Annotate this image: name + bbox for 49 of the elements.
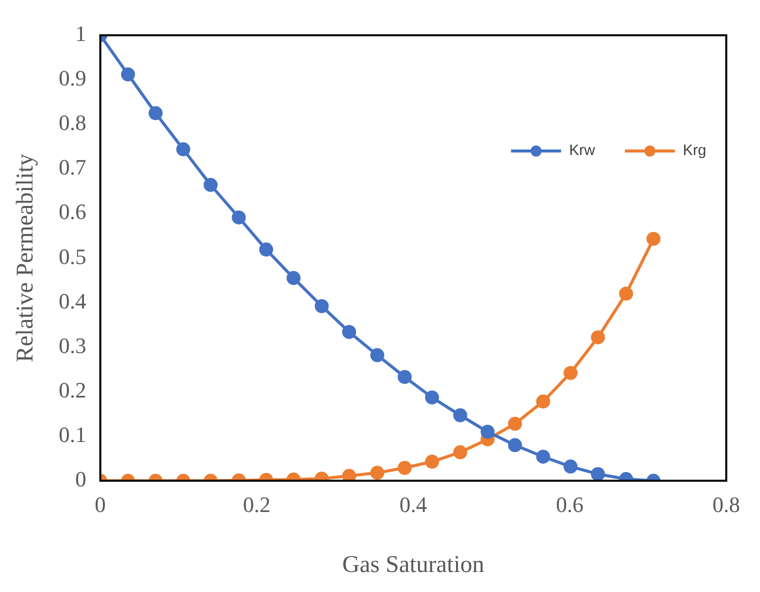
point	[121, 67, 135, 82]
point	[564, 366, 578, 380]
legend-label: Krg	[682, 142, 706, 160]
y-axis-title: Relative Permeability	[12, 154, 39, 362]
point	[204, 178, 218, 192]
y-tick-label: 0.1	[58, 422, 86, 448]
point	[370, 466, 384, 480]
x-axis-title: Gas Saturation	[342, 552, 484, 578]
y-tick-label: 0.3	[58, 332, 86, 358]
point	[314, 299, 329, 314]
point	[425, 454, 440, 469]
point	[370, 348, 384, 362]
y-tick-label: 1	[75, 20, 86, 46]
y-tick-label: 0.6	[58, 199, 86, 224]
y-tick-label: 0.2	[58, 377, 86, 402]
x-tick-label: 0.8	[712, 492, 740, 517]
y-tick-label: 0.7	[58, 154, 86, 180]
point	[342, 468, 356, 481]
point	[536, 394, 550, 408]
y-tick-label: 0.5	[58, 244, 86, 269]
point	[590, 330, 605, 344]
point	[508, 416, 522, 431]
point	[176, 142, 190, 156]
point	[286, 271, 301, 286]
y-tick-label: 0.4	[58, 288, 86, 314]
point	[232, 210, 246, 224]
point	[259, 242, 274, 257]
x-tick-label: 0.6	[556, 492, 584, 517]
point	[398, 370, 412, 384]
point	[453, 445, 468, 460]
point	[646, 232, 660, 246]
y-tick-label: 0.8	[58, 110, 86, 136]
point	[590, 467, 605, 481]
point	[425, 390, 440, 404]
point	[536, 450, 550, 464]
point	[148, 106, 163, 120]
legend-label: Krw	[569, 142, 596, 160]
point	[508, 438, 522, 452]
x-tick-label: 0.2	[243, 492, 271, 517]
y-tick-label: 0	[75, 466, 86, 492]
y-tick-label: 0.9	[58, 66, 86, 91]
point	[480, 424, 495, 439]
point	[398, 460, 412, 475]
point	[453, 408, 468, 422]
point	[619, 286, 634, 301]
x-tick-label: 0	[94, 492, 106, 517]
point	[564, 460, 578, 474]
point	[342, 324, 356, 339]
x-tick-label: 0.4	[400, 492, 428, 517]
